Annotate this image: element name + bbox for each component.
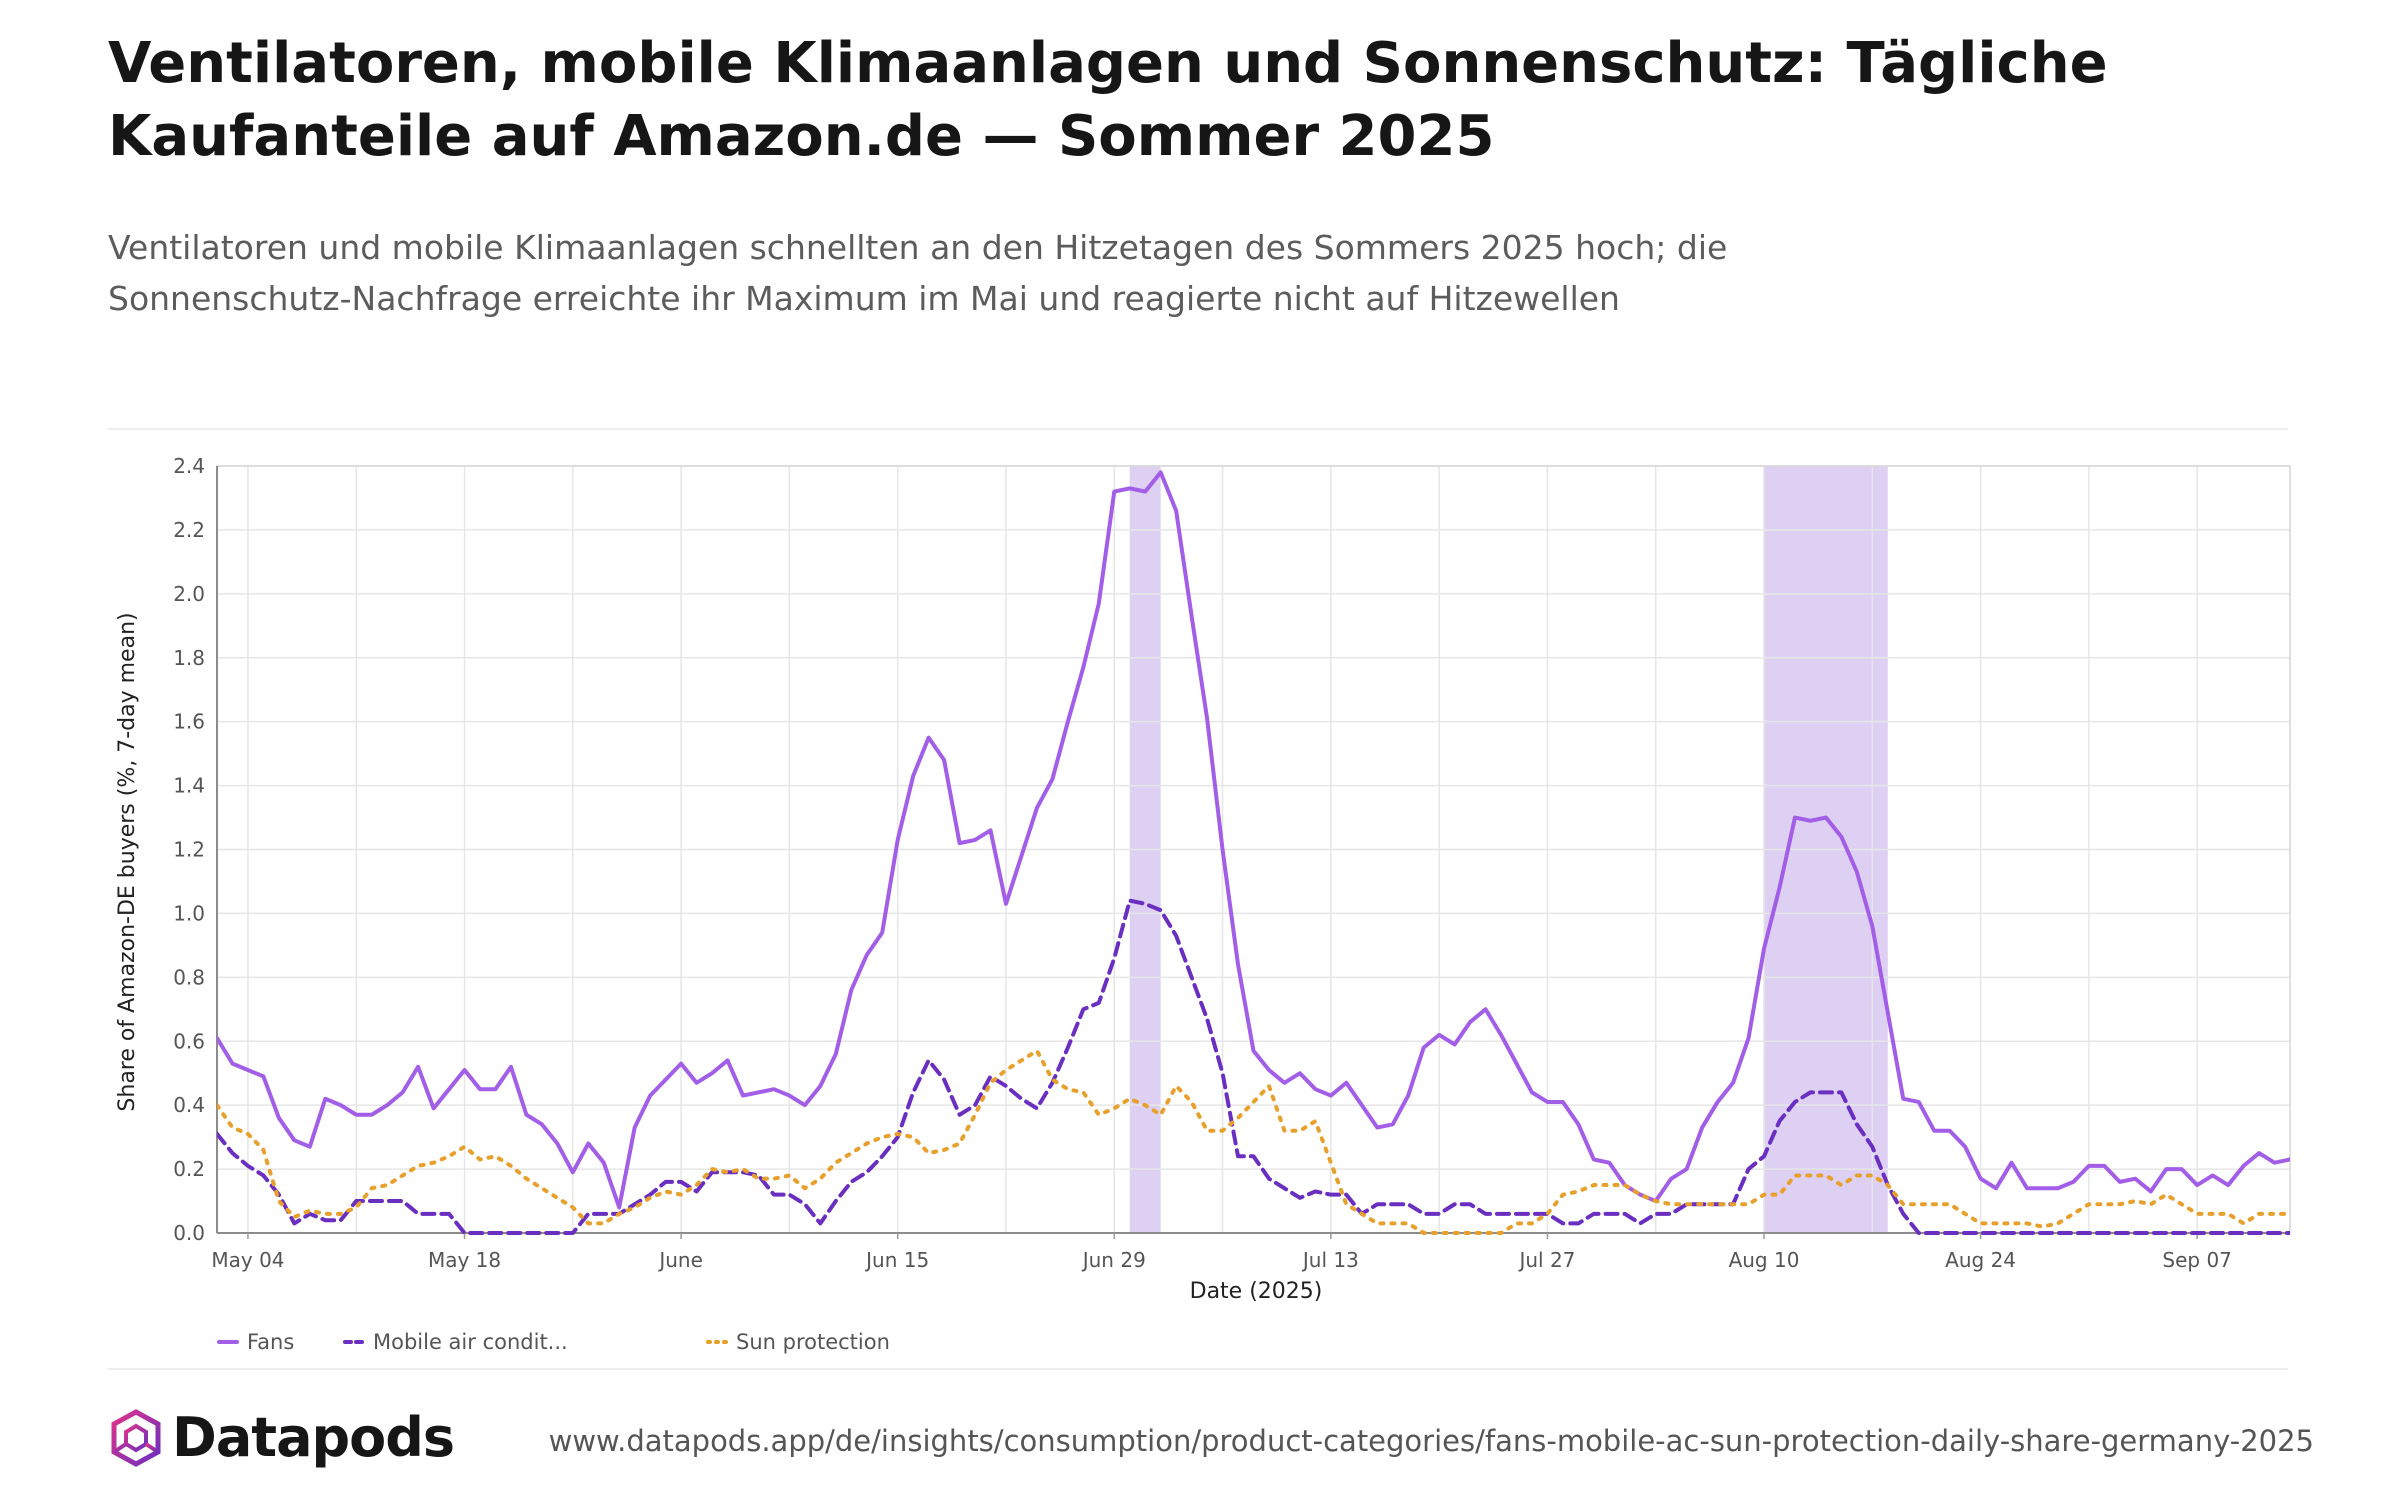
datapods-logo-icon <box>111 1408 161 1467</box>
x-tick-label: June <box>657 1248 703 1272</box>
x-tick-label: May 04 <box>211 1248 284 1272</box>
y-tick-label: 1.4 <box>173 774 205 798</box>
source-url[interactable]: www.datapods.app/de/insights/consumption… <box>548 1424 2314 1458</box>
x-tick-label: Jul 27 <box>1517 1248 1575 1272</box>
series-lines <box>217 470 2290 1235</box>
bottom-divider <box>108 1368 2288 1370</box>
y-tick-label: 0.8 <box>173 965 205 989</box>
y-tick-label: 1.0 <box>173 901 205 925</box>
x-axis-label: Date (2025) <box>1190 1279 1323 1304</box>
y-tick-label: 1.2 <box>173 838 205 862</box>
y-tick-label: 0.0 <box>173 1221 205 1245</box>
y-axis-label: Share of Amazon-DE buyers (%, 7-day mean… <box>115 612 140 1111</box>
y-tick-label: 2.2 <box>173 518 205 542</box>
y-tick-label: 1.6 <box>173 710 205 734</box>
series-line-fans <box>217 470 2290 1210</box>
y-tick-label: 0.4 <box>173 1093 205 1117</box>
y-tick-label: 1.8 <box>173 646 205 670</box>
y-tick-label: 0.6 <box>173 1029 205 1053</box>
brand-logo[interactable]: Datapods <box>108 1406 455 1469</box>
chart-title: Ventilatoren, mobile Klimaanlagen und So… <box>108 31 2108 169</box>
y-axis-ticks: 0.0 0.2 0.4 0.6 0.8 1.0 1.2 1.4 1.6 1.8 2.0 2.2 2.4 <box>173 454 205 1245</box>
x-tick-label: May 18 <box>428 1248 501 1272</box>
series-line-mobile-ac <box>217 898 2290 1235</box>
x-tick-label: Aug 24 <box>1945 1248 2016 1272</box>
legend-label-fans[interactable]: Fans <box>247 1330 294 1354</box>
brand-name: Datapods <box>172 1406 455 1469</box>
y-tick-label: 2.4 <box>173 454 205 478</box>
x-tick-label: Jun 29 <box>1081 1248 1146 1272</box>
y-tick-label: 2.0 <box>173 582 205 606</box>
chart-subtitle: Ventilatoren und mobile Klimaanlagen sch… <box>108 228 1728 319</box>
top-divider <box>108 428 2288 430</box>
x-tick-label: Jun 15 <box>864 1248 929 1272</box>
grid-lines <box>217 465 2290 1234</box>
x-tick-label: Jul 13 <box>1301 1248 1359 1272</box>
legend-label-sun-protection[interactable]: Sun protection <box>736 1330 890 1354</box>
legend-label-mobile-ac[interactable]: Mobile air condit... <box>373 1330 568 1354</box>
x-tick-label: Aug 10 <box>1729 1248 1800 1272</box>
y-tick-label: 0.2 <box>173 1157 205 1181</box>
legend: Fans Mobile air condit... Sun protection <box>217 1330 890 1354</box>
series-line-sun-protection <box>217 1048 2290 1235</box>
x-tick-label: Sep 07 <box>2162 1248 2232 1272</box>
x-axis-ticks: May 04 May 18 June Jun 15 Jun 29 Jul 13 Jul 27… <box>211 1233 2232 1272</box>
